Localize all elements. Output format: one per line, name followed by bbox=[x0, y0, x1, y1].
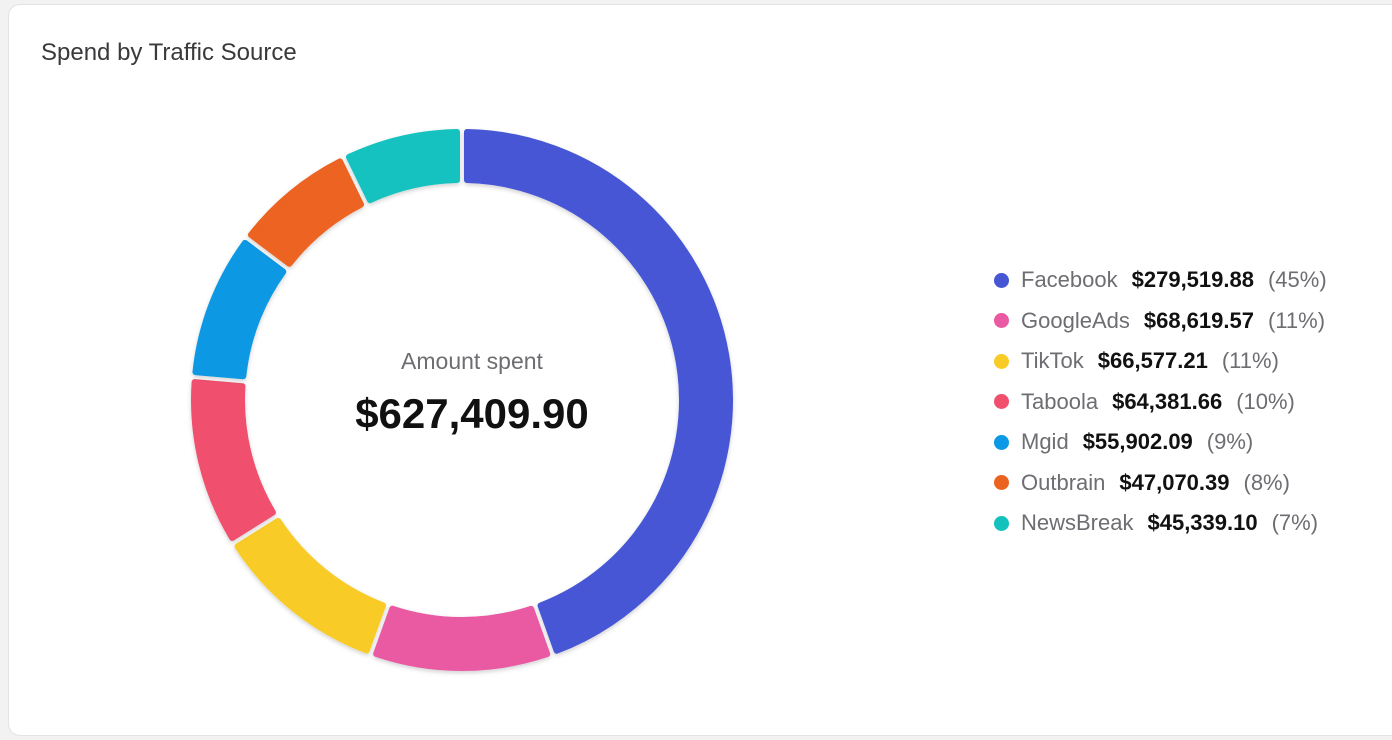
legend-item-facebook[interactable]: Facebook $279,519.88 (45%) bbox=[994, 260, 1327, 301]
legend-dot-mgid bbox=[994, 434, 1009, 450]
legend-dot-googleads bbox=[994, 313, 1009, 329]
legend-dot-newsbreak bbox=[994, 515, 1009, 531]
legend-percent-taboola: (10%) bbox=[1236, 388, 1295, 414]
legend-dot-tiktok bbox=[994, 353, 1009, 369]
legend-percent-facebook: (45%) bbox=[1267, 267, 1327, 293]
legend-percent-googleads: (11%) bbox=[1267, 307, 1326, 333]
legend-amount-outbrain: $47,070.39 bbox=[1119, 469, 1230, 495]
legend-item-outbrain[interactable]: Outbrain $47,070.39 (8%) bbox=[994, 463, 1327, 504]
legend-amount-googleads: $68,619.57 bbox=[1143, 307, 1254, 333]
segment-mgid[interactable] bbox=[192, 239, 287, 380]
legend-amount-facebook: $279,519.88 bbox=[1131, 267, 1254, 293]
segment-taboola[interactable] bbox=[191, 379, 276, 541]
legend-amount-taboola: $64,381.66 bbox=[1112, 388, 1223, 414]
legend-item-newsbreak[interactable]: NewsBreak $45,339.10 (7%) bbox=[994, 503, 1327, 544]
segment-newsbreak[interactable] bbox=[345, 129, 460, 204]
legend-dot-facebook bbox=[994, 272, 1009, 288]
legend-label-mgid: Mgid bbox=[1021, 429, 1069, 455]
legend-dot-outbrain bbox=[994, 475, 1009, 491]
legend-item-googleads[interactable]: GoogleAds $68,619.57 (11%) bbox=[994, 301, 1327, 342]
legend-label-taboola: Taboola bbox=[1021, 388, 1099, 414]
legend-label-outbrain: Outbrain bbox=[1021, 469, 1106, 495]
chart-title: Spend by Traffic Source bbox=[41, 39, 297, 66]
legend-label-googleads: GoogleAds bbox=[1021, 307, 1130, 333]
legend-amount-tiktok: $66,577.21 bbox=[1097, 348, 1208, 374]
legend-percent-outbrain: (8%) bbox=[1243, 469, 1290, 495]
legend-item-mgid[interactable]: Mgid $55,902.09 (9%) bbox=[994, 422, 1327, 463]
segment-tiktok[interactable] bbox=[234, 517, 386, 654]
legend-label-tiktok: TikTok bbox=[1021, 348, 1084, 374]
legend-label-facebook: Facebook bbox=[1021, 267, 1118, 293]
donut-segments bbox=[191, 129, 733, 671]
legend-amount-mgid: $55,902.09 bbox=[1082, 429, 1193, 455]
legend-percent-mgid: (9%) bbox=[1206, 429, 1254, 455]
segment-outbrain[interactable] bbox=[247, 158, 365, 267]
center-value: $627,409.90 bbox=[355, 390, 589, 437]
legend-amount-newsbreak: $45,339.10 bbox=[1147, 510, 1258, 536]
center-label: Amount spent bbox=[401, 348, 544, 374]
segment-facebook[interactable] bbox=[464, 129, 733, 654]
legend-percent-tiktok: (11%) bbox=[1221, 348, 1279, 374]
legend-dot-taboola bbox=[994, 394, 1009, 410]
legend-item-taboola[interactable]: Taboola $64,381.66 (10%) bbox=[994, 382, 1327, 423]
legend: Facebook $279,519.88 (45%) GoogleAds $68,619… bbox=[994, 260, 1327, 544]
legend-item-tiktok[interactable]: TikTok $66,577.21 (11%) bbox=[994, 341, 1327, 382]
segment-googleads[interactable] bbox=[373, 605, 551, 671]
legend-label-newsbreak: NewsBreak bbox=[1021, 510, 1134, 536]
legend-percent-newsbreak: (7%) bbox=[1271, 510, 1319, 536]
